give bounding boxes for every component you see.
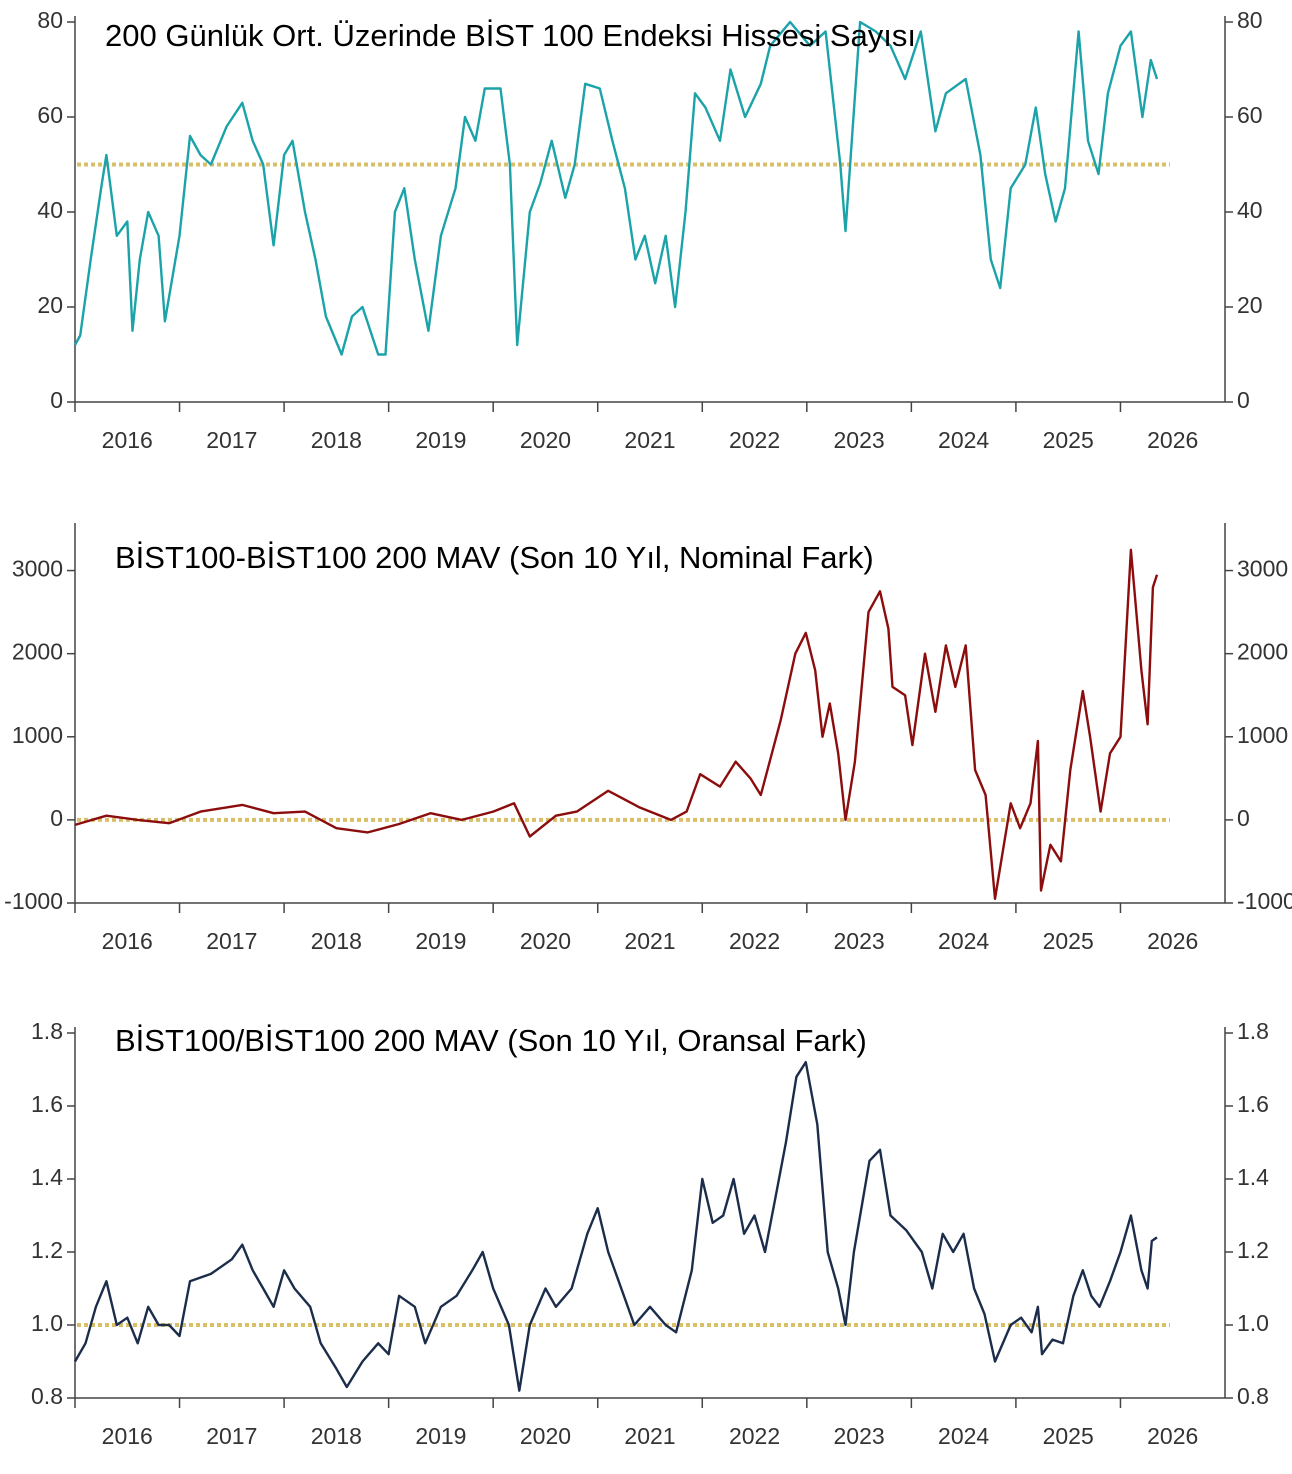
y-tick-label: 40	[37, 197, 63, 223]
y-tick-label: 1.6	[31, 1091, 63, 1117]
x-tick-label: 2018	[311, 427, 362, 453]
x-tick-label: 2018	[311, 1423, 362, 1449]
y-tick-label: 1.4	[31, 1164, 63, 1190]
y-tick-label: 0	[50, 387, 63, 413]
y-tick-label: 1.8	[31, 1018, 63, 1044]
x-tick-label: 2019	[415, 427, 466, 453]
y-tick-label: 2000	[12, 639, 63, 665]
y2-tick-label: 80	[1237, 7, 1263, 33]
y-tick-label: 60	[37, 102, 63, 128]
x-tick-label: 2020	[520, 1423, 571, 1449]
x-tick-label: 2020	[520, 928, 571, 954]
chart-title: BİST100/BİST100 200 MAV (Son 10 Yıl, Ora…	[115, 1023, 867, 1058]
x-tick-label: 2021	[624, 427, 675, 453]
x-tick-label: 2016	[102, 1423, 153, 1449]
y2-tick-label: 60	[1237, 102, 1263, 128]
y2-tick-label: 1.2	[1237, 1237, 1269, 1263]
y-tick-label: 20	[37, 292, 63, 318]
y-tick-label: 0	[50, 805, 63, 831]
y-tick-label: 1.0	[31, 1310, 63, 1336]
y2-tick-label: 3000	[1237, 556, 1288, 582]
y-tick-label: 1.2	[31, 1237, 63, 1263]
y2-tick-label: 1000	[1237, 722, 1288, 748]
x-tick-label: 2024	[938, 928, 989, 954]
x-tick-label: 2023	[834, 928, 885, 954]
y2-tick-label: 0	[1237, 805, 1250, 831]
x-tick-label: 2019	[415, 928, 466, 954]
x-tick-label: 2016	[102, 427, 153, 453]
x-tick-label: 2017	[206, 1423, 257, 1449]
y2-tick-label: 1.0	[1237, 1310, 1269, 1336]
x-tick-label: 2026	[1147, 928, 1198, 954]
x-tick-label: 2025	[1043, 1423, 1094, 1449]
y2-tick-label: 1.8	[1237, 1018, 1269, 1044]
x-tick-label: 2017	[206, 928, 257, 954]
x-tick-label: 2021	[624, 928, 675, 954]
y-tick-label: 80	[37, 7, 63, 33]
y-tick-label: 3000	[12, 556, 63, 582]
y2-tick-label: 1.4	[1237, 1164, 1269, 1190]
x-tick-label: 2023	[834, 427, 885, 453]
x-tick-label: 2022	[729, 427, 780, 453]
y2-tick-label: 1.6	[1237, 1091, 1269, 1117]
x-tick-label: 2024	[938, 1423, 989, 1449]
y2-tick-label: 40	[1237, 197, 1263, 223]
chart-title: 200 Günlük Ort. Üzerinde BİST 100 Endeks…	[105, 18, 916, 53]
x-tick-label: 2023	[834, 1423, 885, 1449]
y-tick-label: 0.8	[31, 1383, 63, 1409]
x-tick-label: 2018	[311, 928, 362, 954]
x-tick-label: 2026	[1147, 1423, 1198, 1449]
x-tick-label: 2022	[729, 928, 780, 954]
x-tick-label: 2016	[102, 928, 153, 954]
y2-tick-label: -1000	[1237, 888, 1292, 914]
y2-tick-label: 0.8	[1237, 1383, 1269, 1409]
x-tick-label: 2024	[938, 427, 989, 453]
y2-tick-label: 0	[1237, 387, 1250, 413]
x-tick-label: 2025	[1043, 427, 1094, 453]
data-line	[73, 1061, 1158, 1392]
chart-title: BİST100-BİST100 200 MAV (Son 10 Yıl, Nom…	[115, 540, 874, 575]
x-tick-label: 2025	[1043, 928, 1094, 954]
x-tick-label: 2020	[520, 427, 571, 453]
y-tick-label: -1000	[4, 888, 63, 914]
y2-tick-label: 20	[1237, 292, 1263, 318]
x-tick-label: 2021	[624, 1423, 675, 1449]
x-tick-label: 2026	[1147, 427, 1198, 453]
y2-tick-label: 2000	[1237, 639, 1288, 665]
y-tick-label: 1000	[12, 722, 63, 748]
x-tick-label: 2019	[415, 1423, 466, 1449]
data-line	[73, 20, 1159, 356]
x-tick-label: 2017	[206, 427, 257, 453]
x-tick-label: 2022	[729, 1423, 780, 1449]
data-line	[74, 548, 1159, 900]
